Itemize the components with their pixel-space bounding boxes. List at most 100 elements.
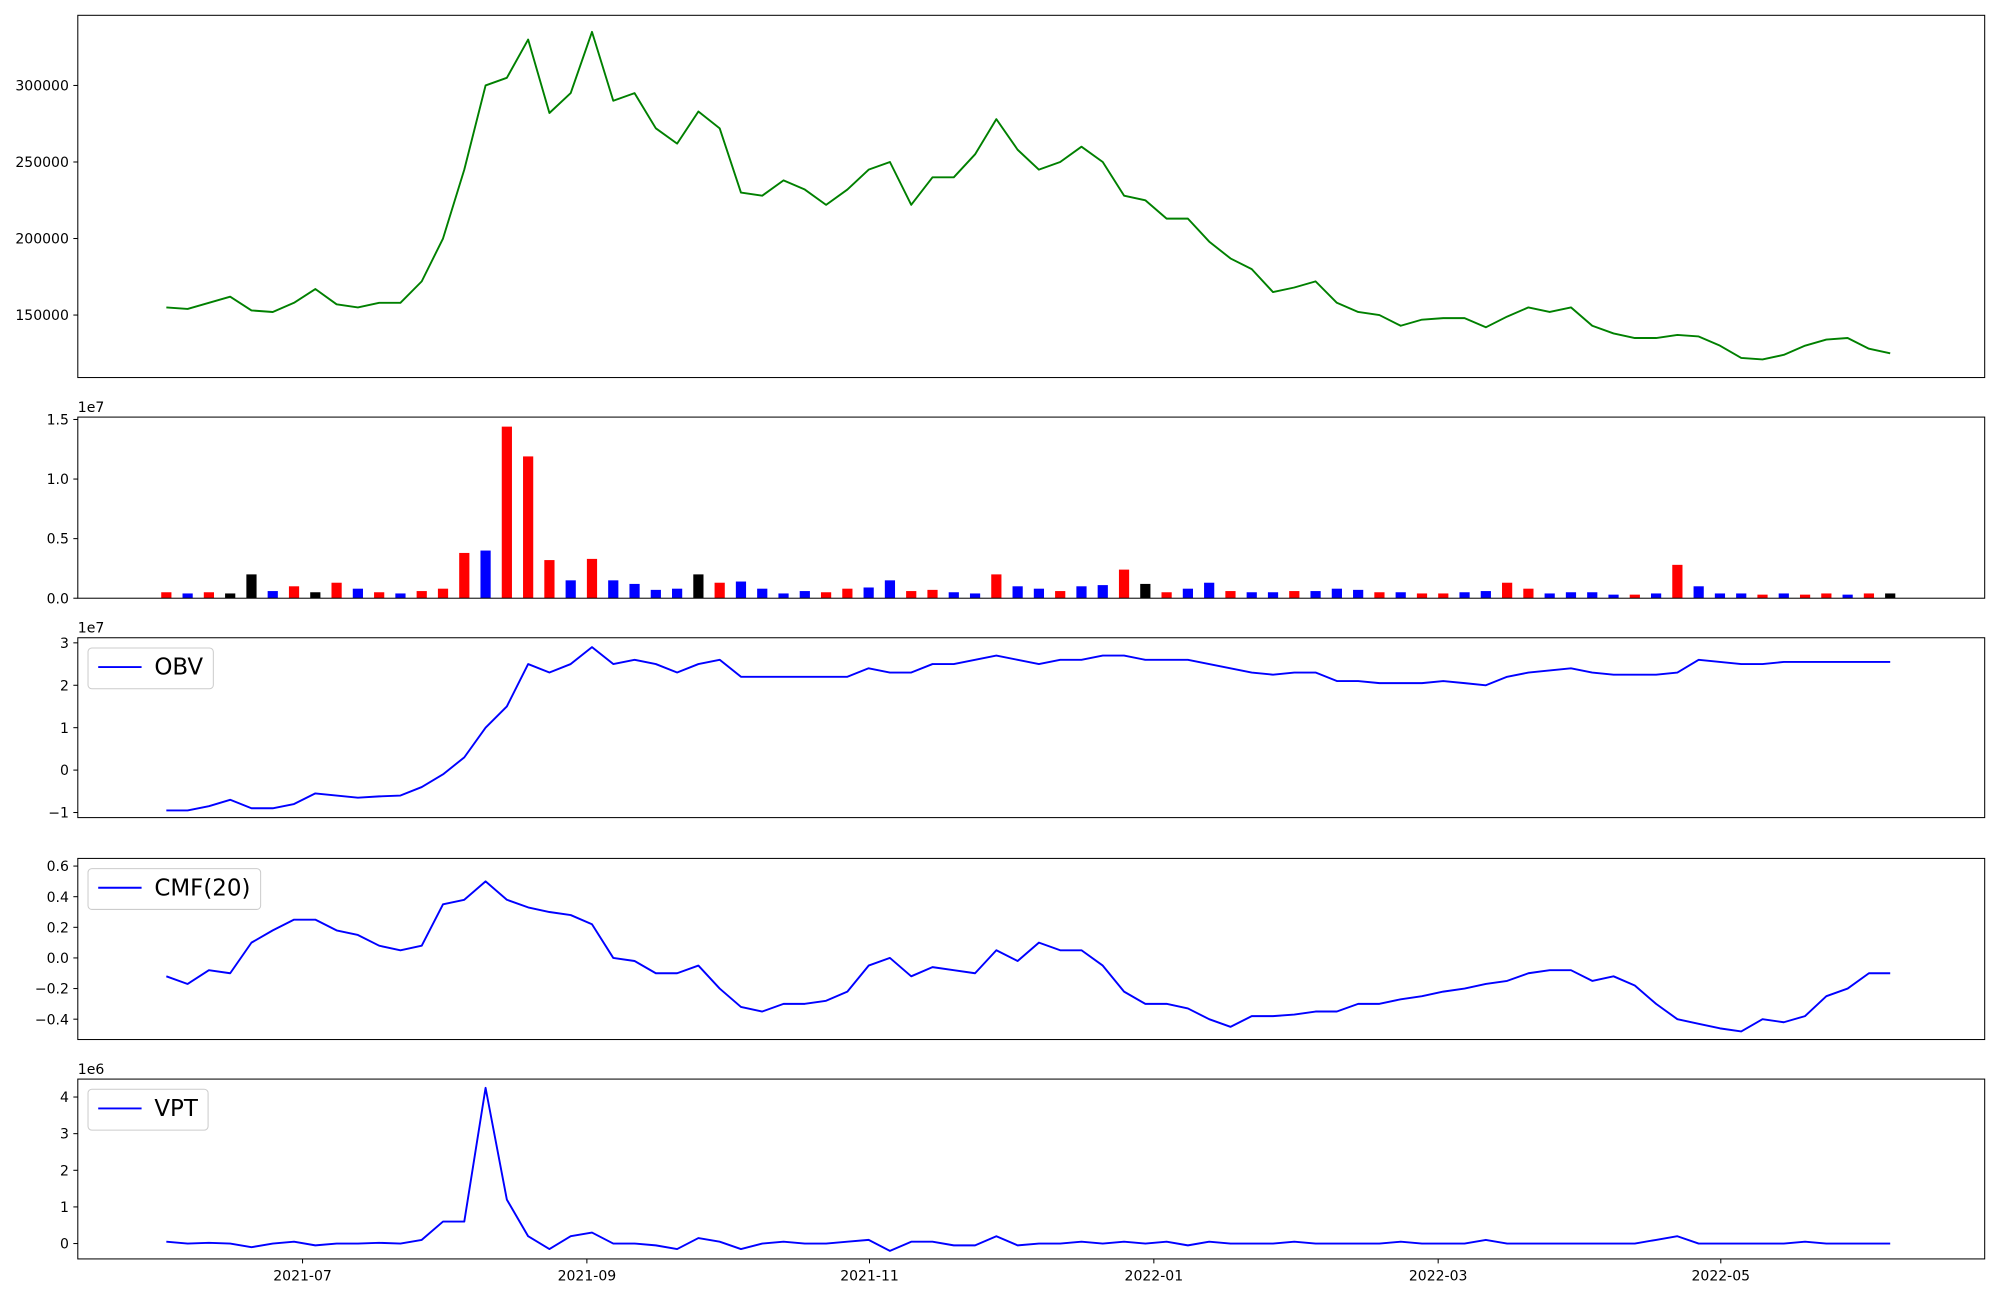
panel: 0 1 2 3 4 1e6 2021-07 2021-09 2021-11 2022-01 2022…: [60, 1062, 1986, 1285]
bar: [246, 574, 257, 599]
bar: [1608, 594, 1619, 599]
bar: [182, 593, 193, 599]
bar: [416, 591, 427, 599]
axes-frame: [77, 857, 1986, 1041]
bar: [437, 588, 449, 599]
bar: [161, 592, 172, 599]
bar: [1438, 593, 1449, 599]
legend-box: [87, 1088, 209, 1131]
bar: [331, 582, 342, 599]
bar: [1182, 588, 1193, 599]
bar: [1140, 583, 1151, 599]
bar: [629, 583, 640, 599]
bar: [1033, 588, 1045, 599]
bar: [1693, 586, 1704, 599]
bar: [1629, 594, 1640, 599]
bar: [1650, 593, 1662, 599]
bar: [1310, 591, 1321, 599]
bar: [480, 550, 491, 599]
legend-label: OBV: [154, 655, 203, 681]
bar: [203, 592, 215, 599]
panel: 0.0 0.5 1.0 1.5 1e7: [47, 400, 1986, 607]
bar: [1097, 585, 1108, 599]
bar: [374, 592, 385, 599]
y-tick-label: 1: [60, 1200, 69, 1216]
y-tick-label: 1: [60, 721, 69, 737]
legend: CMF(20): [87, 868, 262, 910]
y-tick-label: 0.4: [47, 890, 69, 906]
bar: [544, 560, 555, 599]
bar: [778, 593, 789, 599]
x-tick-label: 2021-11: [840, 1269, 899, 1285]
axes-frame: [77, 1078, 1986, 1260]
panel: −0.4 −0.2 0.0 0.2 0.4 0.6 CMF(20): [35, 857, 1986, 1041]
bar: [267, 591, 278, 599]
bar: [1395, 592, 1406, 599]
bar: [1757, 594, 1768, 599]
bar: [1714, 593, 1726, 599]
y-tick-label: 150000: [15, 308, 69, 324]
bar: [1416, 593, 1428, 599]
bar: [1118, 569, 1130, 599]
bar: [225, 593, 236, 599]
bar: [1885, 593, 1896, 599]
bar: [693, 574, 704, 599]
y-tick-label: 3: [60, 636, 69, 652]
bar: [927, 589, 938, 599]
bar: [1267, 592, 1279, 599]
panel: −1 0 1 2 3 1e7 OBV: [48, 621, 1986, 822]
y-tick-label: 1.0: [47, 472, 69, 488]
bar: [1331, 588, 1342, 599]
bar: [650, 589, 661, 599]
bar: [1246, 592, 1257, 599]
bar: [1055, 591, 1066, 599]
axes-frame: [77, 14, 1986, 379]
bar: [906, 591, 917, 599]
x-tick-label: 2022-03: [1409, 1269, 1468, 1285]
legend-label: VPT: [154, 1096, 199, 1122]
y-tick-label: 0: [60, 763, 69, 779]
bar: [735, 581, 747, 599]
bar: [1799, 594, 1811, 599]
line: [166, 646, 1891, 812]
bar: [1842, 594, 1853, 599]
y-tick-label: 0.5: [47, 532, 69, 548]
bar: [288, 586, 300, 599]
axes-frame: [77, 637, 1986, 819]
bar: [459, 552, 470, 599]
legend: VPT: [87, 1088, 209, 1131]
bar: [1204, 582, 1215, 599]
bar: [1480, 591, 1491, 599]
bar: [310, 592, 321, 599]
bar: [1012, 586, 1023, 599]
bar: [884, 580, 896, 599]
y-tick-label: 300000: [15, 79, 69, 95]
bar: [1076, 586, 1087, 599]
bar: [565, 580, 576, 599]
y-tick-label: 0.0: [47, 591, 69, 607]
bar: [523, 456, 534, 599]
bar: [1353, 589, 1364, 599]
offset-label: 1e7: [78, 400, 104, 416]
bar: [991, 574, 1002, 599]
bar: [1544, 593, 1555, 599]
y-tick-label: 0: [60, 1237, 69, 1253]
legend-label: CMF(20): [154, 875, 250, 901]
y-tick-label: 200000: [15, 232, 69, 248]
offset-label: 1e7: [78, 621, 104, 637]
bar: [714, 582, 725, 599]
bar: [1459, 592, 1470, 599]
bar: [586, 558, 598, 599]
bar: [842, 588, 853, 599]
x-tick-label: 2021-07: [273, 1269, 332, 1285]
axes-frame: [77, 416, 1986, 599]
bar: [1863, 593, 1875, 599]
legend-box: [87, 868, 262, 910]
panel: 150000 200000 250000 300000: [15, 14, 1986, 379]
y-tick-label: 0.0: [47, 951, 69, 967]
bar: [395, 593, 406, 599]
bar: [1225, 591, 1236, 599]
x-tick-label: 2021-09: [558, 1269, 617, 1285]
line: [166, 880, 1891, 1033]
